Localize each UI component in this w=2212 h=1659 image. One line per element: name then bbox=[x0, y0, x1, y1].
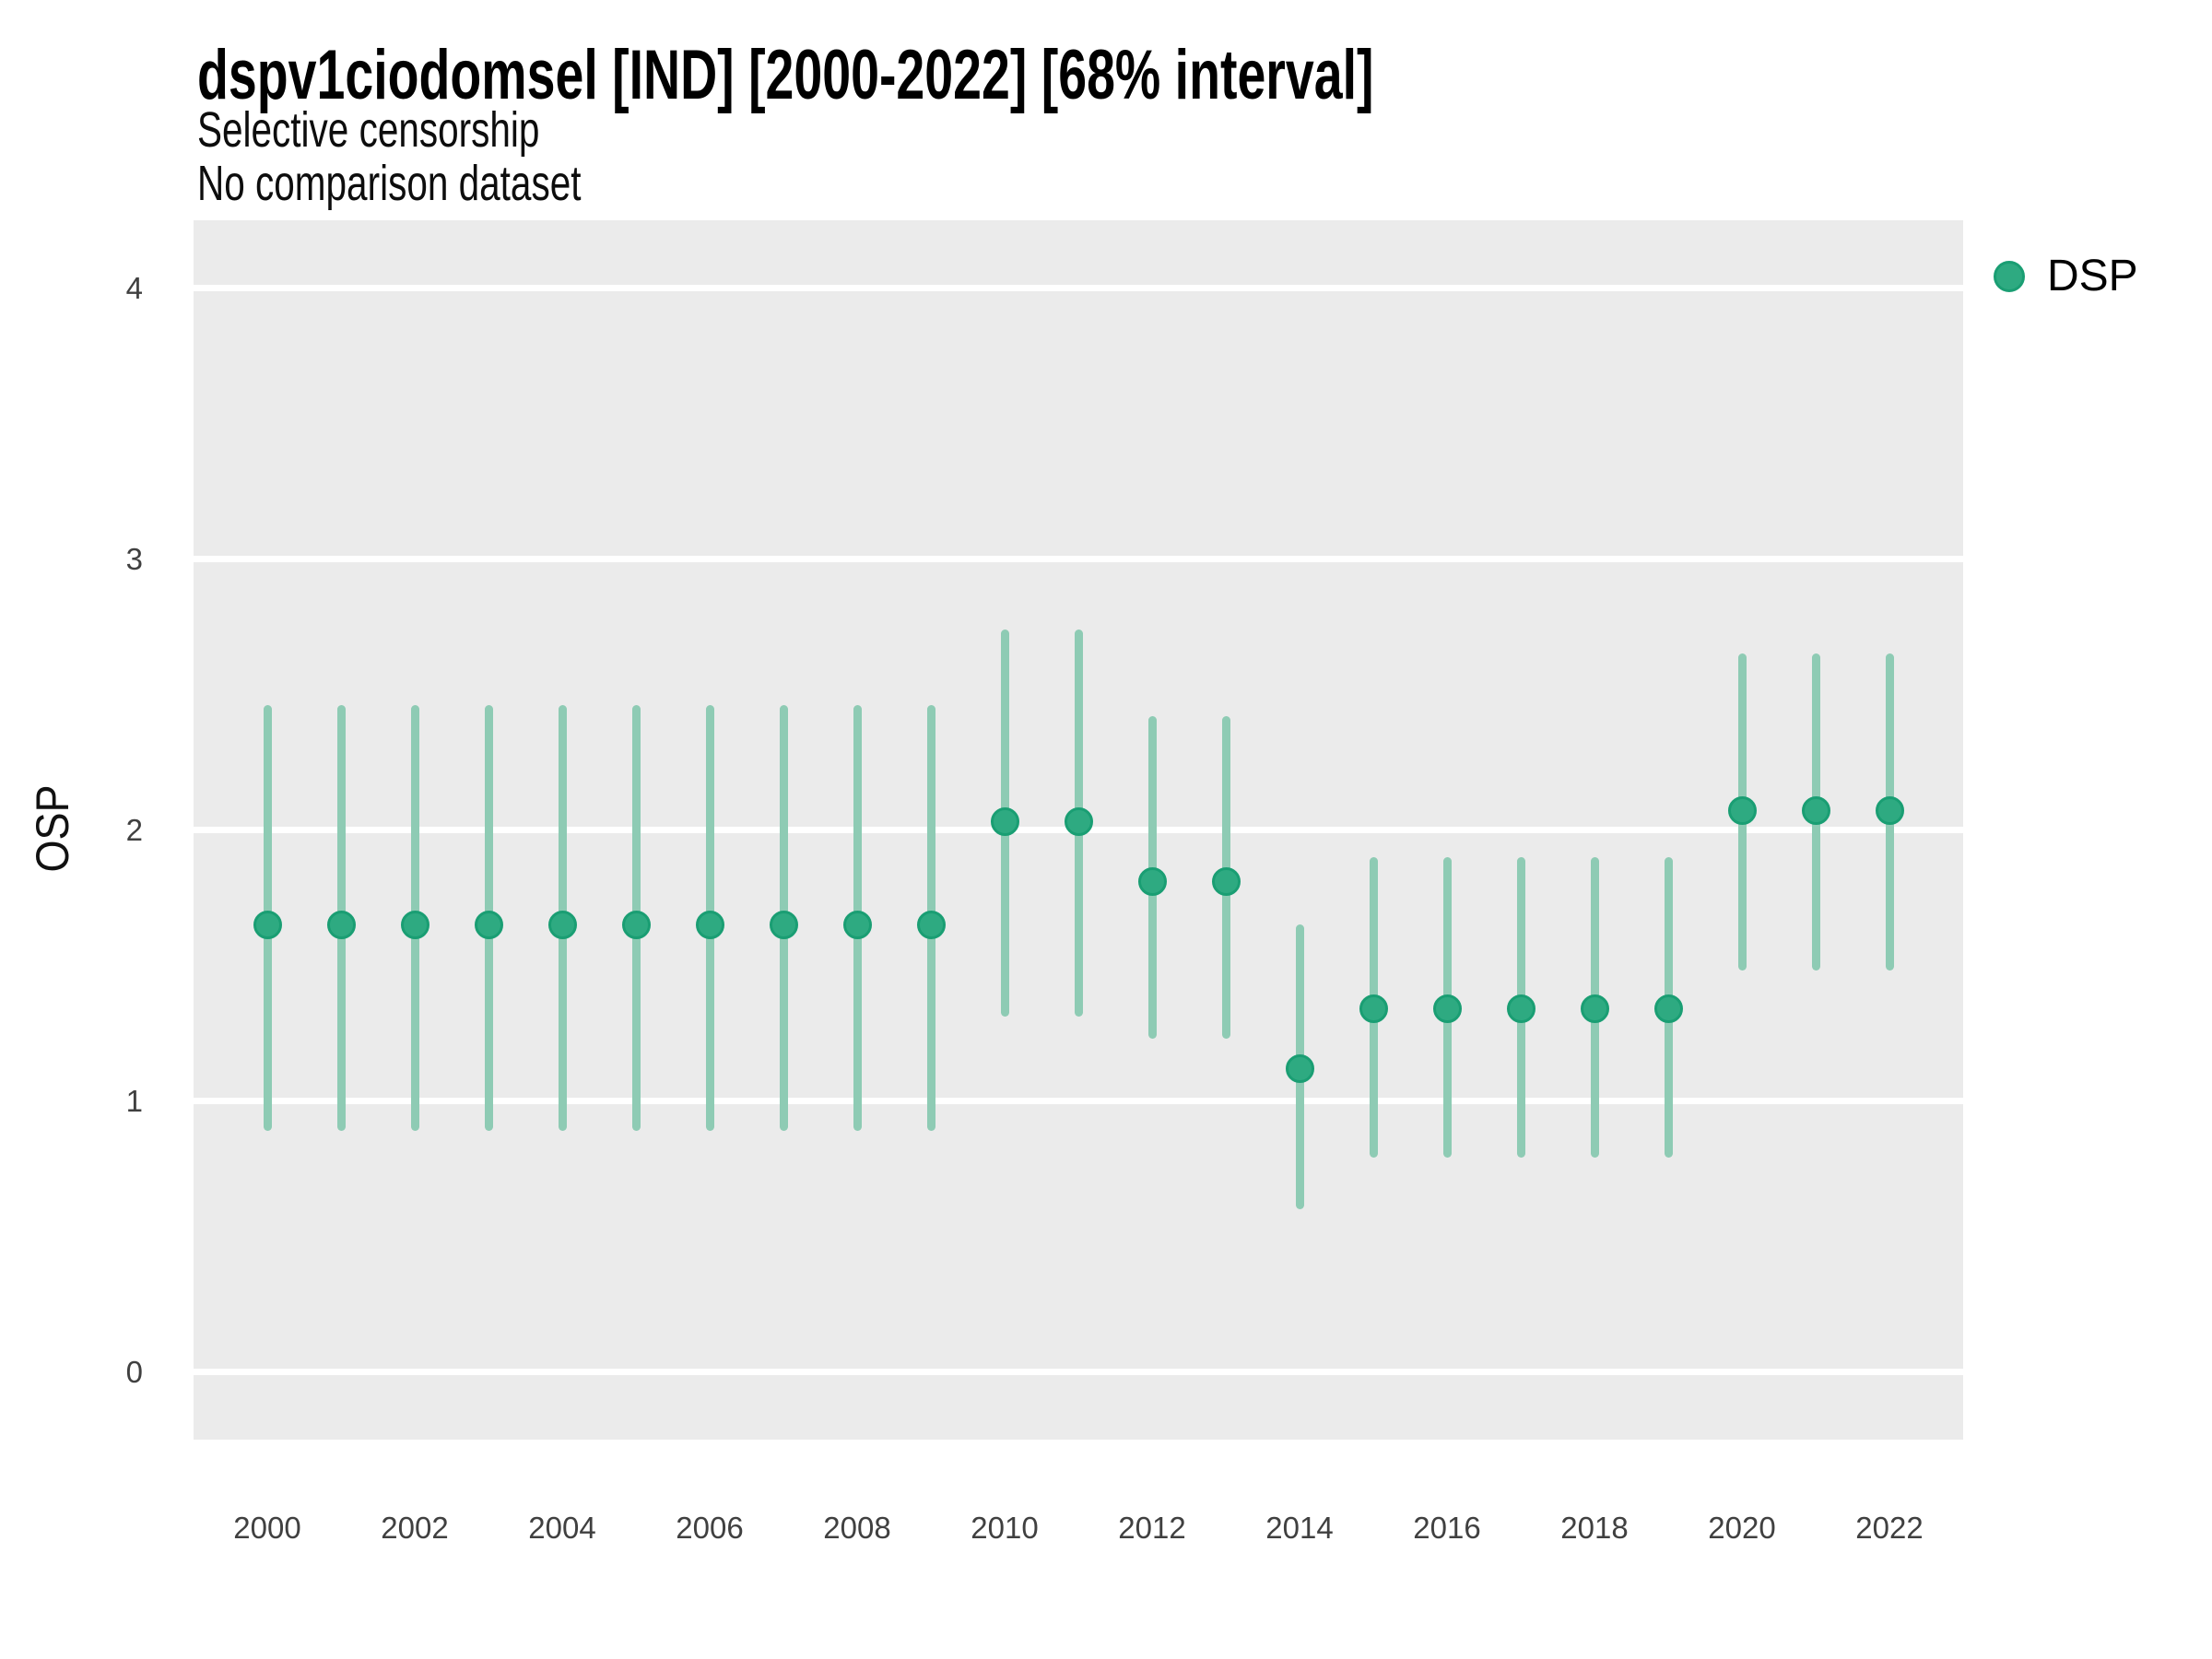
x-tick-label-2012: 2012 bbox=[1118, 1511, 1186, 1545]
data-point-2019 bbox=[1653, 994, 1683, 1024]
data-point-2007 bbox=[769, 910, 798, 939]
gridline-y-0 bbox=[194, 1369, 1963, 1375]
x-tick-label-2010: 2010 bbox=[971, 1511, 1039, 1545]
data-point-2000 bbox=[253, 910, 282, 939]
data-point-2017 bbox=[1506, 994, 1535, 1024]
data-point-2020 bbox=[1727, 796, 1757, 826]
x-tick-label-2018: 2018 bbox=[1560, 1511, 1629, 1545]
data-point-2015 bbox=[1359, 994, 1388, 1024]
data-point-2009 bbox=[916, 910, 946, 939]
chart-subtitle-line2: No comparison dataset bbox=[197, 156, 582, 211]
x-tick-label-2016: 2016 bbox=[1413, 1511, 1481, 1545]
gridline-y-4 bbox=[194, 285, 1963, 291]
data-point-2018 bbox=[1580, 994, 1609, 1024]
y-tick-label-3: 3 bbox=[125, 541, 143, 576]
data-point-2010 bbox=[990, 807, 1019, 837]
data-point-2004 bbox=[547, 910, 577, 939]
y-tick-label-4: 4 bbox=[125, 270, 143, 305]
data-point-2003 bbox=[474, 910, 503, 939]
x-tick-label-2020: 2020 bbox=[1708, 1511, 1776, 1545]
x-tick-label-2000: 2000 bbox=[233, 1511, 301, 1545]
data-point-2022 bbox=[1875, 796, 1904, 826]
data-point-2002 bbox=[400, 910, 429, 939]
x-tick-label-2006: 2006 bbox=[676, 1511, 744, 1545]
x-tick-label-2014: 2014 bbox=[1265, 1511, 1334, 1545]
y-tick-label-0: 0 bbox=[125, 1354, 143, 1389]
x-tick-label-2002: 2002 bbox=[381, 1511, 449, 1545]
data-point-2005 bbox=[621, 910, 651, 939]
plot-panel bbox=[194, 220, 1963, 1440]
data-point-2016 bbox=[1432, 994, 1462, 1024]
y-tick-label-2: 2 bbox=[125, 812, 143, 847]
y-tick-label-1: 1 bbox=[125, 1083, 143, 1118]
chart-title: dspv1ciodomsel [IND] [2000-2022] [68% in… bbox=[197, 36, 1374, 114]
data-point-2001 bbox=[326, 910, 356, 939]
data-point-2006 bbox=[695, 910, 724, 939]
chart-subtitle-line1: Selective censorship bbox=[197, 102, 540, 158]
x-tick-label-2022: 2022 bbox=[1855, 1511, 1924, 1545]
data-point-2012 bbox=[1137, 866, 1167, 896]
data-point-2008 bbox=[842, 910, 872, 939]
legend: DSP bbox=[1994, 251, 2138, 302]
data-point-2014 bbox=[1285, 1053, 1314, 1083]
x-tick-label-2008: 2008 bbox=[823, 1511, 891, 1545]
x-tick-label-2004: 2004 bbox=[528, 1511, 596, 1545]
gridline-y-3 bbox=[194, 556, 1963, 562]
data-point-2021 bbox=[1801, 796, 1830, 826]
legend-label: DSP bbox=[2047, 252, 2138, 300]
data-point-2013 bbox=[1211, 866, 1241, 896]
gridline-y-1 bbox=[194, 1098, 1963, 1104]
data-point-2011 bbox=[1064, 807, 1093, 837]
legend-point-icon bbox=[1994, 261, 2025, 292]
